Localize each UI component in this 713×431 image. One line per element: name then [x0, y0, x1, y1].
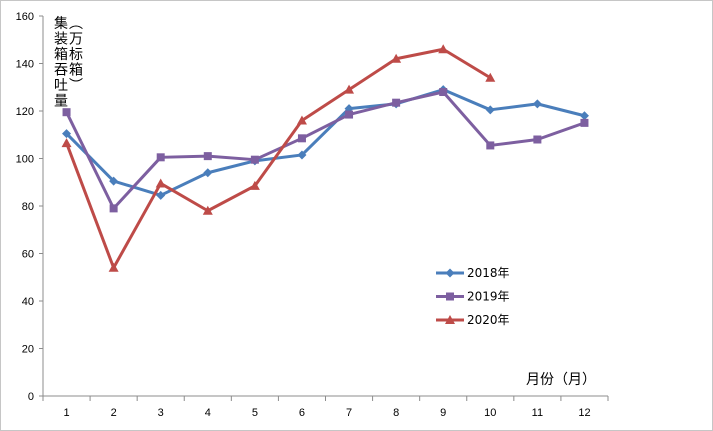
legend: 2018年 2019年 2020年 — [436, 266, 510, 327]
data-point — [155, 178, 166, 188]
data-point — [485, 72, 496, 82]
y-tick-label: 120 — [16, 106, 34, 118]
x-tick-label: 6 — [299, 407, 305, 419]
series-2 — [61, 44, 496, 272]
data-point — [156, 190, 166, 200]
data-point — [109, 204, 118, 213]
y-tick-label: 0 — [28, 391, 34, 403]
legend-label: 2020年 — [467, 313, 510, 327]
legend-marker — [445, 268, 455, 278]
series-1 — [62, 88, 589, 213]
data-point — [486, 141, 495, 150]
data-point — [297, 150, 307, 160]
axes — [39, 15, 609, 401]
legend-label: 2019年 — [467, 290, 510, 304]
x-tick-label: 8 — [393, 407, 399, 419]
series-line — [65, 88, 585, 197]
series-line — [65, 47, 492, 270]
y-tick-label: 60 — [22, 249, 34, 261]
legend-label: 2018年 — [467, 266, 510, 280]
data-point — [61, 138, 72, 148]
x-tick-label: 1 — [63, 407, 69, 419]
y-tick-label: 160 — [16, 11, 34, 23]
legend-item: 2020年 — [436, 313, 510, 327]
y-tick-label: 20 — [22, 344, 34, 356]
y-tick-label: 40 — [22, 296, 34, 308]
x-tick-label: 10 — [484, 407, 496, 419]
legend-marker — [446, 292, 454, 301]
y-axis-title-unit: ︵万标箱︶ — [69, 16, 83, 94]
data-point — [156, 153, 165, 162]
legend-item: 2018年 — [436, 266, 510, 280]
data-point — [344, 84, 355, 94]
y-tick-label: 140 — [16, 59, 34, 71]
data-point — [296, 115, 307, 125]
data-point — [391, 53, 402, 63]
data-point — [249, 180, 260, 190]
x-tick-label: 7 — [346, 407, 352, 419]
data-point — [202, 205, 213, 215]
data-point — [485, 105, 495, 115]
data-point — [439, 88, 448, 96]
y-axis-title-main: 集装箱吞吐量 — [54, 15, 68, 110]
series-line — [65, 90, 585, 210]
x-tick-label: 9 — [440, 407, 446, 419]
data-point — [109, 176, 119, 186]
data-point — [532, 99, 542, 109]
data-point — [108, 262, 119, 272]
x-tick-label: 5 — [252, 407, 258, 419]
data-point — [580, 118, 589, 127]
legend-item: 2019年 — [436, 290, 510, 304]
data-point — [297, 134, 306, 143]
x-tick-label: 11 — [532, 407, 543, 419]
y-tick-label: 80 — [22, 201, 34, 213]
y-axis-title: 集装箱吞吐量︵万标箱︶ — [54, 15, 83, 110]
legend-marker — [445, 315, 455, 324]
x-tick-label: 2 — [111, 407, 117, 419]
x-tick-label: 3 — [158, 407, 164, 419]
data-point — [203, 152, 212, 161]
data-point — [250, 155, 259, 164]
x-axis-title: 月份（月） — [526, 372, 596, 388]
data-point — [533, 135, 542, 144]
data-point — [203, 168, 213, 178]
data-point — [579, 111, 589, 121]
data-point — [62, 108, 71, 117]
x-tick-label: 12 — [578, 407, 590, 419]
series-layer — [61, 44, 589, 272]
x-tick-label: 4 — [205, 407, 211, 419]
data-point — [345, 110, 354, 119]
data-point — [438, 44, 449, 54]
y-tick-label: 100 — [16, 154, 34, 166]
data-point — [392, 98, 401, 107]
